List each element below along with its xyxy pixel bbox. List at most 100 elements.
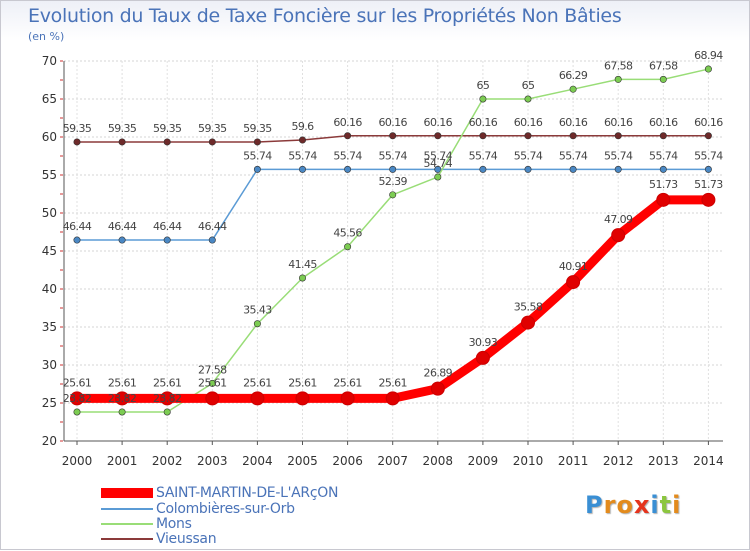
data-point (253, 165, 261, 173)
data-label: 59.35 (153, 122, 182, 135)
data-label: 66.29 (559, 69, 588, 82)
data-point (73, 236, 81, 244)
x-tick-label: 2010 (513, 454, 544, 468)
data-point (298, 165, 306, 173)
data-label: 40.91 (559, 260, 588, 273)
legend-swatch-vieussan (101, 537, 153, 540)
data-label: 46.44 (108, 220, 137, 233)
data-label: 26.89 (424, 367, 453, 380)
data-label: 55.74 (424, 149, 453, 162)
logo-letter: o (616, 491, 634, 519)
data-label: 35.43 (243, 304, 272, 317)
data-label: 55.74 (378, 149, 407, 162)
data-point (298, 274, 306, 282)
data-label: 52.39 (378, 175, 407, 188)
y-tick-label: 40 (42, 282, 57, 296)
data-point (208, 138, 216, 146)
data-label: 25.61 (243, 376, 272, 389)
data-label: 46.44 (63, 220, 92, 233)
data-point (704, 65, 712, 73)
data-point (344, 132, 352, 140)
data-point (389, 132, 397, 140)
data-label: 60.16 (469, 116, 498, 129)
chart-title: Evolution du Taux de Taxe Foncière sur l… (28, 5, 622, 27)
data-label: 25.61 (63, 376, 92, 389)
data-point (389, 165, 397, 173)
data-label: 30.93 (469, 336, 498, 349)
data-point (298, 136, 306, 144)
x-tick-label: 2008 (423, 454, 454, 468)
data-label: 35.58 (514, 301, 543, 314)
legend-item-saint-martin: SAINT-MARTIN-DE-L'ARçON (101, 485, 338, 501)
logo-letter: t (659, 491, 673, 519)
legend-item-colombieres: Colombières-sur-Orb (101, 501, 295, 517)
x-tick-label: 2004 (242, 454, 273, 468)
x-tick-label: 2014 (693, 454, 724, 468)
data-point (569, 132, 577, 140)
x-tick-label: 2011 (558, 454, 589, 468)
data-point (475, 350, 490, 365)
data-label: 59.35 (243, 122, 272, 135)
data-label: 46.44 (153, 220, 182, 233)
data-point (344, 165, 352, 173)
y-tick-label: 30 (42, 358, 57, 372)
data-label: 60.16 (424, 116, 453, 129)
data-label: 46.44 (198, 220, 227, 233)
data-point (253, 320, 261, 328)
y-tick-label: 60 (42, 130, 57, 144)
logo-letter: i (672, 491, 682, 519)
legend-item-mons: Mons (101, 515, 192, 532)
data-label: 65 (522, 79, 535, 92)
legend-swatch-saint-martin (101, 487, 153, 498)
data-label: 54.74 (424, 157, 453, 170)
data-label: 60.16 (333, 116, 362, 129)
data-point (160, 391, 175, 406)
data-point (614, 132, 622, 140)
x-tick-label: 2007 (377, 454, 408, 468)
data-label: 59.35 (108, 122, 137, 135)
data-point (656, 192, 671, 207)
legend-label-vieussan: Vieussan (156, 530, 217, 547)
y-tick-label: 70 (42, 54, 57, 68)
x-tick-label: 2005 (287, 454, 318, 468)
data-label: 27.58 (198, 363, 227, 376)
y-tick-label: 35 (42, 320, 57, 334)
data-label: 67.58 (649, 59, 678, 72)
data-label: 25.61 (288, 376, 317, 389)
logo-letter: P (585, 491, 604, 519)
data-point (569, 165, 577, 173)
data-label: 55.74 (243, 149, 272, 162)
data-label: 67.58 (604, 59, 633, 72)
data-point (70, 391, 84, 406)
data-point (344, 243, 352, 251)
data-label: 60.16 (378, 116, 407, 129)
x-tick-label: 2009 (468, 454, 499, 468)
data-point (385, 391, 400, 406)
data-label: 25.61 (108, 376, 137, 389)
data-point (704, 132, 712, 140)
data-point (389, 191, 397, 199)
data-point (479, 95, 487, 103)
data-point (163, 138, 171, 146)
data-point (208, 236, 216, 244)
data-label: 25.61 (333, 376, 362, 389)
data-point (118, 236, 126, 244)
data-label: 45.56 (333, 227, 362, 240)
data-point (340, 391, 355, 406)
data-point (434, 173, 442, 181)
data-label: 59.6 (291, 120, 314, 133)
data-label: 51.73 (649, 178, 678, 191)
data-point (115, 391, 130, 406)
data-label: 55.74 (694, 149, 723, 162)
x-tick-label: 2000 (62, 454, 93, 468)
data-label: 60.16 (559, 116, 588, 129)
data-point (614, 165, 622, 173)
legend-label-mons: Mons (156, 515, 192, 532)
data-label: 25.61 (153, 376, 182, 389)
data-label: 23.82 (153, 392, 182, 405)
data-point (611, 228, 626, 243)
data-label: 55.74 (559, 149, 588, 162)
data-point (704, 165, 712, 173)
